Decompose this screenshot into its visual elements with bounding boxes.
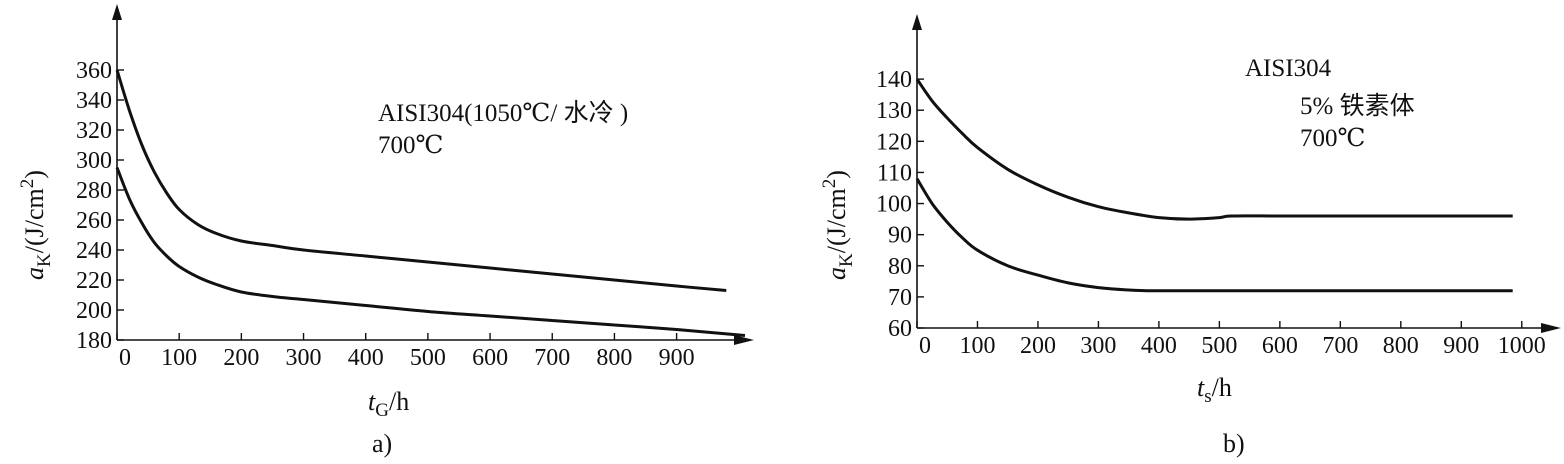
x-axis-arrow-b [1541,323,1561,333]
y-tick-label-b-120: 120 [876,129,912,155]
panel-label-b: b) [1223,429,1245,458]
y-tick-label-b-60: 60 [888,316,912,342]
x-axis-label-b: ts/h [1197,373,1232,407]
y-tick-label-a-180: 180 [76,328,112,354]
series-upper-line-a [115,69,727,292]
x-tick-label-b-700: 700 [1322,333,1358,359]
y-label-sup-a: 2 [17,179,38,189]
x-tick-label-a-600: 600 [472,345,508,371]
y-label-main-b: a [822,267,851,280]
x-tick-label-a-900: 900 [659,345,695,371]
y-label-sub-a: K [34,253,55,267]
y-tick-label-a-300: 300 [76,148,112,174]
y-tick-label-b-100: 100 [876,192,912,218]
x-label-unit-b: /h [1212,373,1232,402]
y-label-unit-a: /(J/cm [20,188,49,253]
panel-b: 60 70 80 90 100 110 120 130 140 0 100 200 300 400 500 6… [819,14,1561,458]
y-label-sub-b: K [836,253,857,267]
x-axis-arrow-a [734,335,754,345]
x-label-unit-a: /h [389,387,409,416]
annotation-line-3-b: 700℃ [1300,125,1365,152]
y-tick-label-a-200: 200 [76,298,112,324]
y-tick-label-b-70: 70 [888,285,912,311]
x-tick-label-b-100: 100 [959,333,995,359]
x-tick-label-b-1000: 1000 [1498,333,1546,359]
x-tick-label-a-700: 700 [534,345,570,371]
annotation-line-1-a: AISI304(1050℃/ 水冷 ) [378,99,628,127]
x-tick-label-a-0: 0 [119,345,131,371]
x-tick-label-b-600: 600 [1262,333,1298,359]
panel-a: 180 200 220 240 260 280 300 320 340 360 0 100 200 300… [17,4,754,458]
y-tick-label-a-220: 220 [76,268,112,294]
x-tick-label-b-800: 800 [1383,333,1419,359]
y-tick-label-b-80: 80 [888,254,912,280]
x-label-sub-a: G [375,400,389,421]
y-label-sup-b: 2 [819,179,840,189]
x-tick-label-b-300: 300 [1080,333,1116,359]
y-tick-label-a-360: 360 [76,58,112,84]
x-label-main-b: t [1197,373,1205,402]
y-tick-label-b-140: 140 [876,67,912,93]
x-tick-label-a-100: 100 [161,345,197,371]
panel-label-a: a) [372,429,392,458]
x-tick-label-b-0: 0 [919,333,931,359]
y-tick-label-a-280: 280 [76,178,112,204]
y-tick-label-b-110: 110 [877,160,912,186]
x-tick-label-b-200: 200 [1020,333,1056,359]
x-label-main-a: t [368,387,376,416]
x-tick-label-b-500: 500 [1201,333,1237,359]
x-tick-label-a-200: 200 [223,345,259,371]
y-label-close-b: ) [822,170,851,179]
series-lower-line-b [915,177,1513,293]
x-tick-label-a-400: 400 [348,345,384,371]
x-tick-label-a-300: 300 [286,345,322,371]
x-tick-label-a-800: 800 [596,345,632,371]
y-tick-label-b-90: 90 [888,223,912,249]
y-axis-arrow-a [112,4,122,20]
annotation-line-1-b: AISI304 [1245,55,1332,82]
series-lower-line-a [115,166,746,337]
y-label-close-a: ) [20,170,49,179]
x-axis-label-a: tG/h [368,387,409,421]
x-label-sub-b: s [1204,386,1211,407]
y-axis-label-b: aK/(J/cm2) [819,170,857,280]
y-tick-label-b-130: 130 [876,98,912,124]
y-tick-label-a-320: 320 [76,118,112,144]
y-label-unit-b: /(J/cm [822,188,851,253]
series-upper-line-b [915,78,1513,221]
x-tick-label-a-500: 500 [410,345,446,371]
x-tick-label-b-900: 900 [1443,333,1479,359]
annotation-line-2-b: 5% 铁素体 [1300,92,1415,120]
y-tick-label-a-260: 260 [76,208,112,234]
y-tick-label-a-240: 240 [76,238,112,264]
y-label-main-a: a [20,267,49,280]
x-tick-label-b-400: 400 [1141,333,1177,359]
y-tick-label-a-340: 340 [76,88,112,114]
annotation-line-2-a: 700℃ [378,132,443,159]
y-axis-arrow-b [912,14,922,30]
y-axis-label-a: aK/(J/cm2) [17,170,55,280]
